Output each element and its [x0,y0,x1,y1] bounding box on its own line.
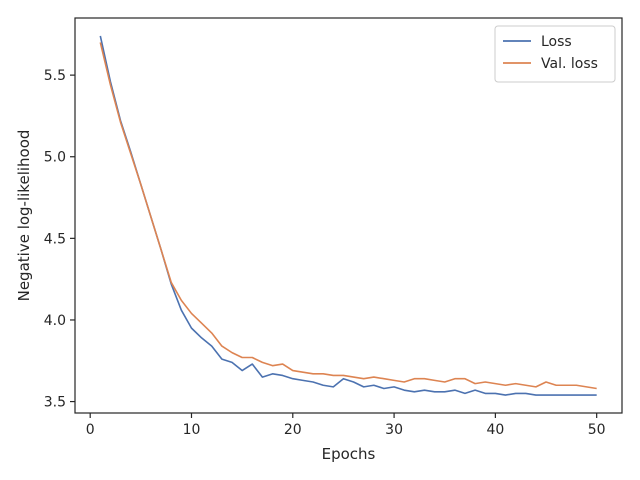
plot-lines [99,35,597,396]
x-tick-label: 0 [86,422,95,438]
plot-frame [74,17,623,414]
x-axis-label: Epochs [322,445,376,463]
legend-label-0: Loss [541,34,572,50]
y-axis-label: Negative log-likelihood [15,130,33,302]
legend-box [494,25,616,83]
x-tick-label: 40 [486,422,504,438]
legend-label-1: Val. loss [541,56,598,72]
x-tick-label: 30 [385,422,403,438]
legend: Loss Val. loss [494,25,616,83]
x-tick-label: 20 [284,422,302,438]
y-tick-label: 4.5 [44,231,66,247]
y-tick-label: 5.5 [44,68,66,84]
y-tick-label: 5.0 [44,150,66,166]
series-line-0 [99,35,597,396]
x-axis: 0 10 20 30 40 50 [86,413,606,438]
x-tick-label: 50 [588,422,606,438]
y-axis: 3.5 4.0 4.5 5.0 5.5 [44,68,75,411]
y-tick-label: 4.0 [44,313,66,329]
y-tick-label: 3.5 [44,395,66,411]
x-tick-label: 10 [183,422,201,438]
series-line-1 [99,42,597,390]
